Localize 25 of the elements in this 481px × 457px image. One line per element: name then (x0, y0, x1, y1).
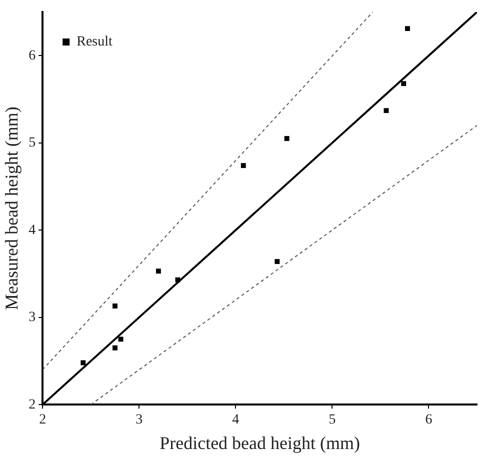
point (80, 360, 86, 366)
point (156, 268, 161, 274)
point (240, 163, 246, 168)
point (405, 26, 410, 32)
legend-label: Result (76, 34, 112, 50)
x-tick-label: 5 (328, 412, 336, 428)
y-axis-title: Measured bead height (mm) (2, 106, 22, 310)
x-tick-label: 3 (136, 412, 143, 428)
y-tick-label: 4 (28, 222, 36, 238)
point (112, 304, 118, 308)
x-axis-title: Predicted bead height (mm) (160, 432, 360, 453)
x-tick-label: 4 (232, 412, 240, 428)
point (112, 345, 118, 350)
point (175, 277, 180, 282)
point (284, 136, 290, 141)
y-tick-label: 5 (28, 136, 36, 151)
point (401, 81, 406, 86)
x-tick-label: 2 (39, 412, 46, 428)
point (118, 336, 124, 342)
y-tick-label: 3 (28, 310, 36, 326)
y-tick-label: 2 (28, 397, 36, 412)
y-tick-label: 6 (28, 48, 36, 64)
x-tick-label: 6 (425, 412, 432, 428)
point (384, 108, 389, 114)
point (274, 259, 280, 264)
